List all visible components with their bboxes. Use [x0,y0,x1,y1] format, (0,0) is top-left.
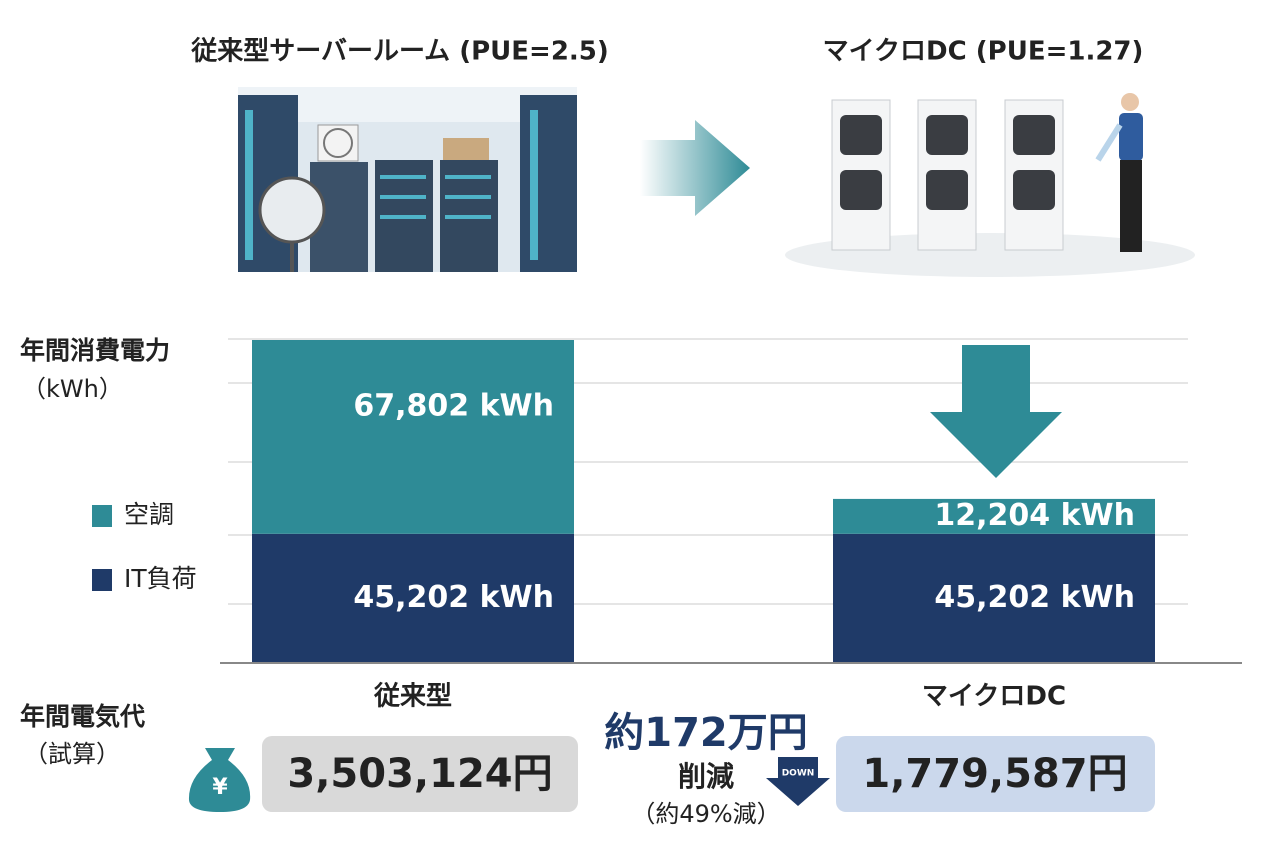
bar-segment [833,498,1155,534]
title-left: 従来型サーバールーム (PUE=2.5) [190,37,609,67]
value-label: 12,204 kWh [934,498,1135,533]
bar-segment [833,533,1155,663]
bar-segment [252,533,574,663]
reduction-arrow [930,345,1062,478]
saving-note: （約49%減） [631,800,780,828]
down-badge [766,757,830,806]
cost-label: 年間電気代 [20,702,145,731]
cost-box [262,736,578,812]
svg-text:¥: ¥ [212,775,228,800]
value-label: 45,202 kWh [934,580,1135,615]
cost-value: 3,503,124円 [287,751,552,797]
y-axis-label: 年間消費電力 [20,336,170,365]
y-axis-unit: （kWh） [22,375,123,403]
x-tick-label: 従来型 [373,682,452,712]
saving-text: 削減 [678,760,734,793]
down-badge-text: DOWN [782,769,815,779]
micro-dc-illustration [785,93,1195,277]
value-label: 67,802 kWh [353,388,554,423]
bars: 45,202 kWh 67,802 kWh 45,202 kWh 12,204 kWh [252,339,1155,663]
legend-label: IT負荷 [124,564,197,593]
money-bag-icon: ¥ [188,748,251,812]
server-room-illustration [238,87,577,272]
legend-swatch [92,505,112,527]
cost-sublabel: （試算） [24,740,120,768]
value-label: 45,202 kWh [353,580,554,615]
saving-amount: 約172万円 [604,710,808,756]
cost-value: 1,779,587円 [862,751,1127,797]
transition-arrow [640,120,750,216]
legend-label: 空調 [124,500,174,529]
x-tick-label: マイクロDC [922,682,1066,712]
cost-box [836,736,1155,812]
legend-swatch [92,569,112,591]
bar-segment [252,339,574,534]
title-right: マイクロDC (PUE=1.27) [823,37,1144,67]
